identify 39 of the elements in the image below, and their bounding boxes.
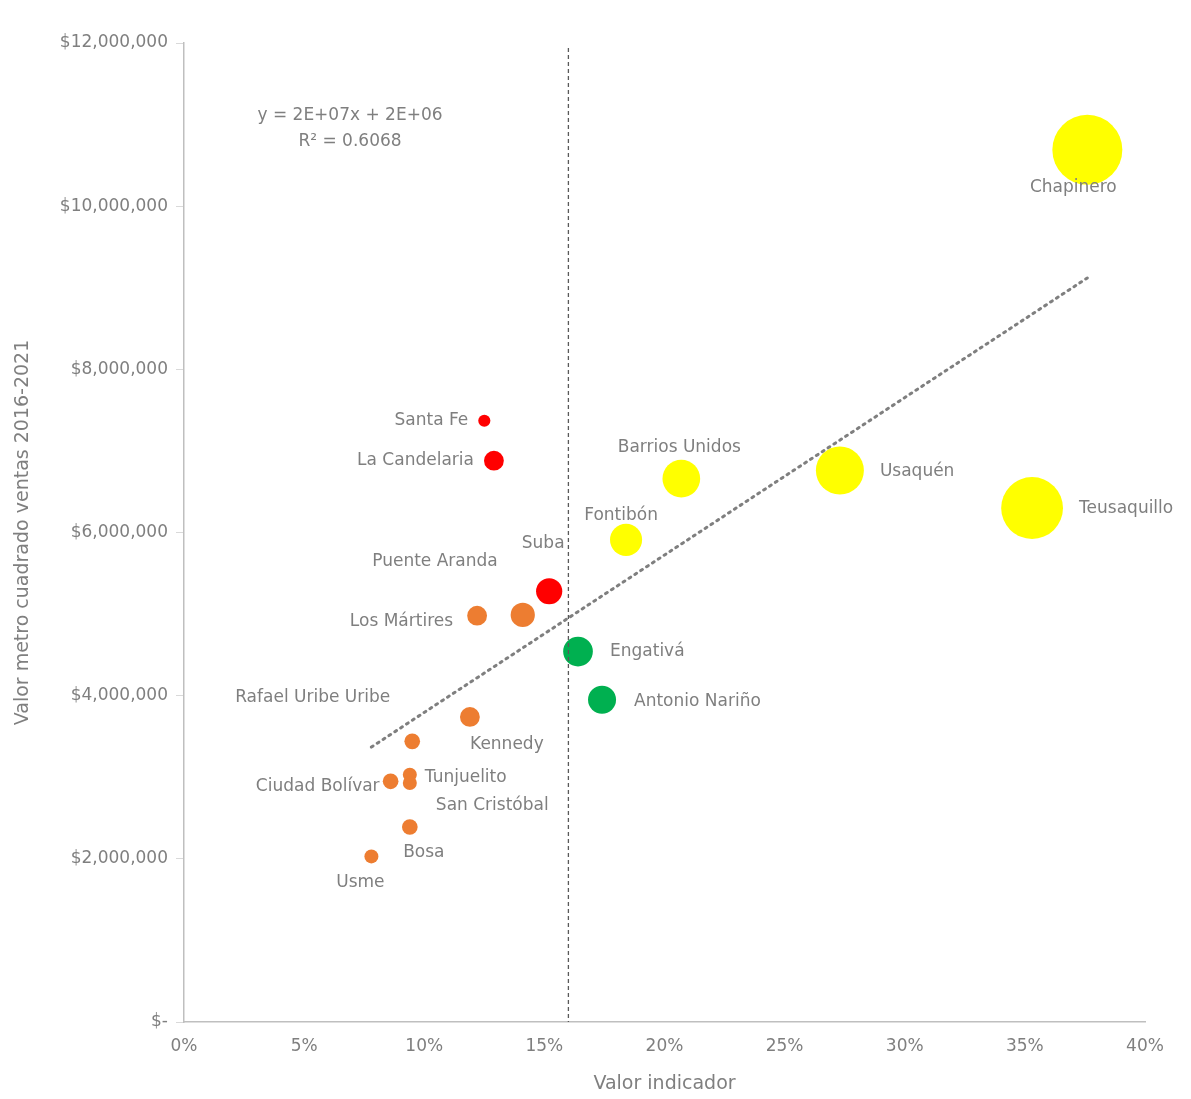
y-tick-label: $10,000,000 [59, 194, 168, 215]
x-tick-label: 35% [1005, 1034, 1044, 1055]
annotation: Usme [336, 870, 385, 891]
x-tick-label: 10% [405, 1034, 444, 1055]
annotation: Barrios Unidos [617, 436, 742, 457]
annotation: Ciudad Bolívar [255, 774, 380, 795]
x-tick-label: 5% [290, 1034, 318, 1055]
x-tick-label: 30% [885, 1034, 924, 1055]
y-tick-label: $2,000,000 [70, 847, 168, 868]
y-tick-label: $12,000,000 [59, 31, 168, 52]
annotation: Suba [521, 531, 565, 552]
annotation: Fontibón [584, 504, 658, 525]
y-tick-label: $8,000,000 [70, 357, 168, 378]
annotation: R² = 0.6068 [298, 130, 402, 151]
y-tick-label: $- [151, 1010, 168, 1031]
annotation: Los Mártires [349, 610, 454, 631]
annotation: Puente Aranda [372, 550, 498, 571]
x-tick-label: 25% [765, 1034, 804, 1055]
annotation: Engativá [610, 640, 685, 661]
annotation: Usaquén [879, 459, 955, 480]
annotation: San Cristóbal [435, 794, 549, 815]
annotation: Santa Fe [394, 409, 469, 430]
x-tick-label: 20% [645, 1034, 684, 1055]
annotation: Antonio Nariño [634, 690, 761, 711]
annotation: y = 2E+07x + 2E+06 [257, 104, 443, 125]
y-tick-label: $6,000,000 [70, 520, 168, 541]
x-tick-label: 40% [1126, 1034, 1164, 1055]
annotation: Teusaquillo [1078, 497, 1174, 518]
annotation: La Candelaria [357, 449, 474, 470]
y-tick-label: $4,000,000 [70, 684, 168, 705]
annotation: Rafael Uribe Uribe [235, 685, 391, 706]
annotation: Tunjuelito [423, 766, 507, 787]
x-tick-label: 0% [170, 1034, 198, 1055]
x-axis-title: Valor indicador [593, 1070, 736, 1093]
annotation: Chapinero [1029, 176, 1117, 197]
y-axis-title: Valor metro cuadrado ventas 2016-2021 [10, 339, 33, 726]
annotation: Bosa [403, 841, 445, 862]
annotation: Kennedy [470, 733, 544, 754]
x-tick-label: 15% [525, 1034, 564, 1055]
